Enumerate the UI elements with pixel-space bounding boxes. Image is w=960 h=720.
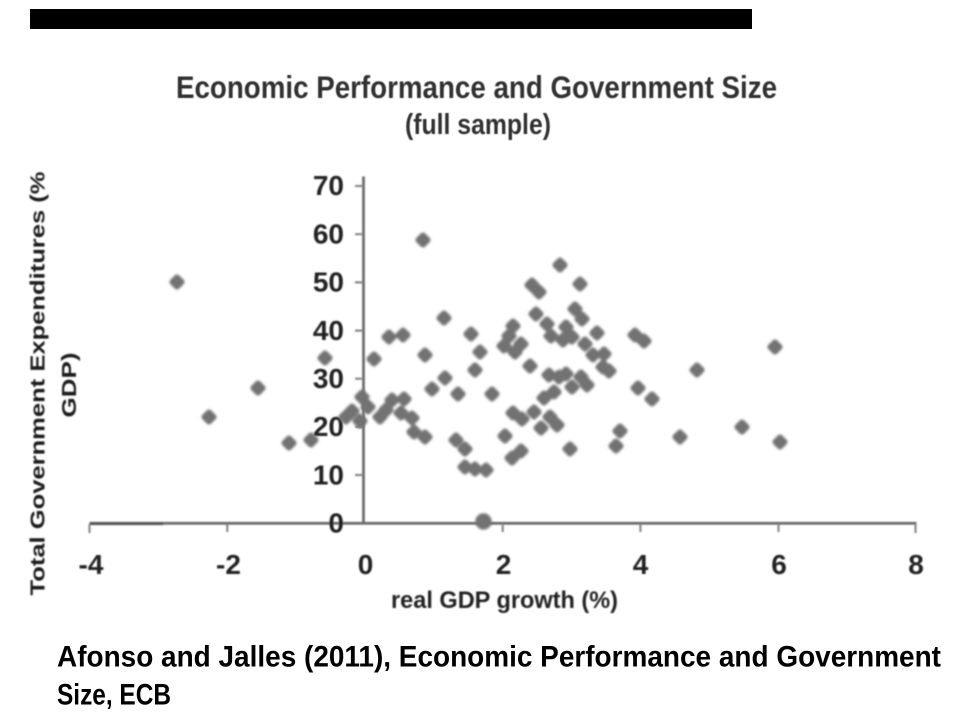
svg-text:70: 70 xyxy=(313,170,344,201)
svg-text:0: 0 xyxy=(358,549,374,580)
svg-text:30: 30 xyxy=(313,363,344,394)
svg-text:-4: -4 xyxy=(79,549,104,580)
svg-text:10: 10 xyxy=(313,459,344,490)
svg-text:(full sample): (full sample) xyxy=(405,109,551,141)
svg-text:real GDP growth (%): real GDP growth (%) xyxy=(391,587,618,614)
svg-text:0: 0 xyxy=(328,508,344,539)
svg-text:Size, ECB: Size, ECB xyxy=(57,679,171,712)
svg-text:-2: -2 xyxy=(216,549,241,580)
svg-text:50: 50 xyxy=(313,267,344,298)
svg-text:Total Government Expenditures: Total Government Expenditures (% xyxy=(28,171,50,595)
svg-text:2: 2 xyxy=(496,549,512,580)
svg-text:Afonso and Jalles (2011), Ec: Afonso and Jalles (2011), Economic Perfo… xyxy=(57,641,941,674)
svg-text:GDP): GDP) xyxy=(59,353,81,418)
svg-text:40: 40 xyxy=(313,315,344,346)
svg-text:Economic Performance and Gover: Economic Performance and Government Size xyxy=(176,69,777,105)
svg-text:8: 8 xyxy=(908,549,924,580)
svg-text:6: 6 xyxy=(771,549,787,580)
svg-text:4: 4 xyxy=(633,549,649,580)
svg-text:60: 60 xyxy=(313,218,344,249)
